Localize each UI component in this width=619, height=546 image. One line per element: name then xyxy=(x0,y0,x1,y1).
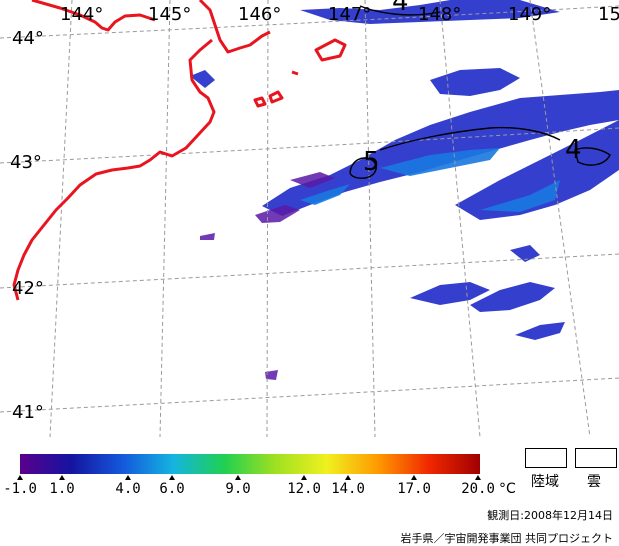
colorbar-tick-label: 17.0 xyxy=(397,481,431,497)
unit-label: °C xyxy=(499,481,516,497)
land-key-label: 陸域 xyxy=(531,474,559,490)
sst-patches xyxy=(190,0,619,380)
colorbar-tick-mark xyxy=(17,475,23,480)
contour-label-center: 5 xyxy=(363,147,380,177)
latitude-labels: 44° 43° 42° 41° xyxy=(10,28,44,423)
colorbar-tick-label: 6.0 xyxy=(159,481,185,497)
longitude-labels: 144° 145° 146° 147° 148° 149° 15 xyxy=(60,4,619,25)
colorbar-tick-mark xyxy=(125,475,131,480)
lon-label-150: 15 xyxy=(598,4,619,25)
colorbar-tick-mark xyxy=(59,475,65,480)
cloud-key-swatch xyxy=(575,448,617,468)
colorbar-tick-label: -1.0 xyxy=(3,481,37,497)
temperature-colorbar xyxy=(20,454,480,474)
sst-map: 144° 145° 146° 147° 148° 149° 15 44° 43°… xyxy=(0,0,619,437)
colorbar-tick-label: 1.0 xyxy=(49,481,75,497)
lat-label-43: 43° xyxy=(10,152,42,173)
contour-label-right: 4 xyxy=(565,135,582,165)
coastline xyxy=(12,0,347,301)
colorbar-tick-mark xyxy=(301,475,307,480)
colorbar-tick-label: 20.0 xyxy=(461,481,495,497)
contour-labels: 4 5 4 xyxy=(363,0,582,177)
graticule xyxy=(0,0,619,437)
colorbar-tick-mark xyxy=(411,475,417,480)
colorbar-tick-label: 4.0 xyxy=(115,481,141,497)
colorbar-tick-label: 9.0 xyxy=(225,481,251,497)
observation-date: 観測日:2008年12月14日 xyxy=(487,509,613,522)
contour-label-top: 4 xyxy=(392,0,409,17)
map-panel: 144° 145° 146° 147° 148° 149° 15 44° 43°… xyxy=(0,0,619,437)
cloud-key-label: 雲 xyxy=(587,474,601,490)
colorbar-tick-mark xyxy=(475,475,481,480)
colorbar-tick-label: 14.0 xyxy=(331,481,365,497)
credit-line: 岩手県／宇宙開発事業団 共同プロジェクト xyxy=(400,532,614,545)
colorbar-tick-mark xyxy=(169,475,175,480)
lon-label-146: 146° xyxy=(238,4,281,25)
lon-label-145: 145° xyxy=(148,4,191,25)
legend: -1.0 1.0 4.0 6.0 9.0 12.0 14.0 17.0 20.0 °C 陸域 雲… xyxy=(0,437,619,546)
temperature-contours xyxy=(349,5,611,179)
lon-label-147: 147° xyxy=(328,4,371,25)
lat-label-41: 41° xyxy=(12,402,44,423)
colorbar-tick-mark xyxy=(345,475,351,480)
lon-label-148: 148° xyxy=(418,4,461,25)
colorbar-tick-label: 12.0 xyxy=(287,481,321,497)
lat-label-42: 42° xyxy=(12,278,44,299)
lon-label-144: 144° xyxy=(60,4,103,25)
colorbar-tick-mark xyxy=(235,475,241,480)
lat-label-44: 44° xyxy=(12,28,44,49)
lon-label-149: 149° xyxy=(508,4,551,25)
land-key-swatch xyxy=(525,448,567,468)
